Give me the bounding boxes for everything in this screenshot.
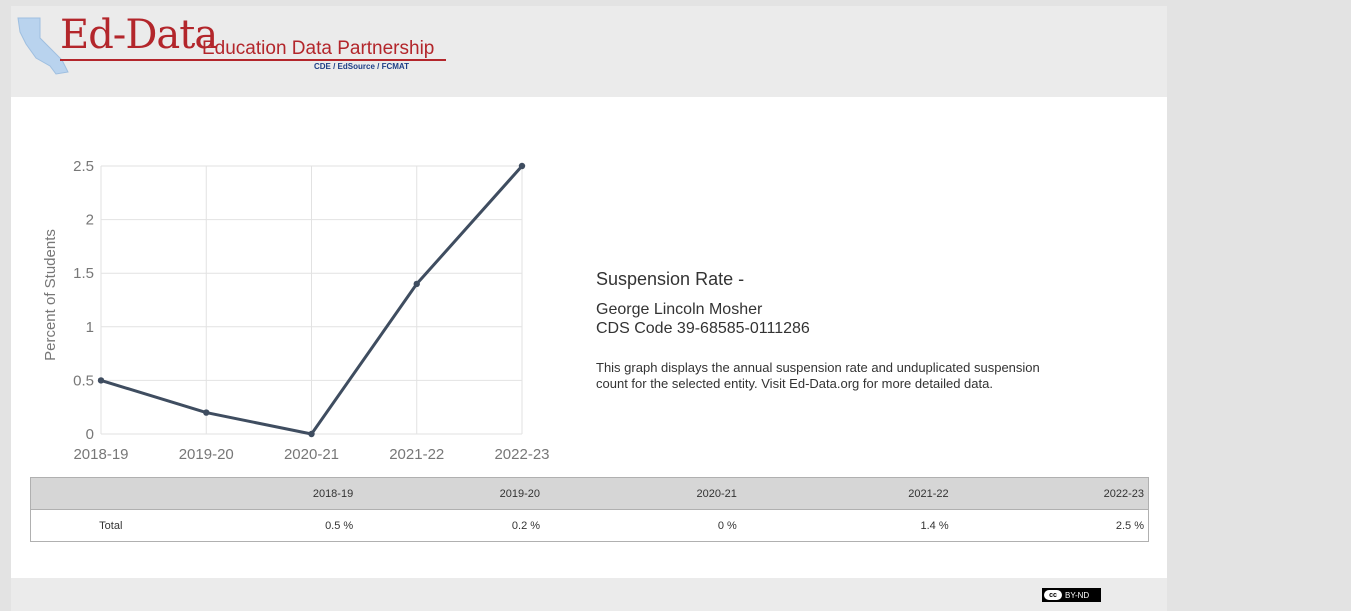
table-cell: 1.4 %	[740, 509, 953, 542]
suspension-rate-chart: 0 0.5 1 1.5 2 2.5 2018-19 2019-20 2020-21 2021-2…	[42, 158, 550, 463]
logo-underline	[60, 59, 446, 61]
y-tick-label: 0.5	[73, 372, 94, 389]
page-frame: Ed-Data Education Data Partnership CDE /…	[11, 6, 1167, 611]
y-axis-label: Percent of Students	[42, 229, 59, 361]
table-header-row: 2018-19 2019-20 2020-21 2021-22 2022-23	[30, 477, 1149, 510]
y-tick-label: 2	[86, 212, 94, 229]
y-tick-label: 1.5	[73, 265, 94, 282]
cds-code: CDS Code 39-68585-0111286	[596, 320, 810, 337]
info-panel: Suspension Rate - George Lincoln Mosher …	[596, 269, 1066, 392]
table-cell: 0 %	[544, 509, 741, 542]
license-label: BY-ND	[1065, 590, 1090, 600]
series-group	[97, 162, 526, 438]
logo-partnership: Education Data Partnership	[202, 38, 435, 59]
x-tick-label: 2020-21	[284, 446, 339, 463]
table-header-year: 2019-20	[357, 477, 545, 510]
logo-wordmark: Ed-Data	[60, 12, 218, 58]
footer	[11, 578, 1167, 611]
data-point	[413, 280, 420, 288]
creative-commons-badge[interactable]: cc BY-ND	[1042, 588, 1101, 602]
ed-data-logo[interactable]: Ed-Data Education Data Partnership CDE /…	[16, 12, 446, 76]
table-row: Total 0.5 % 0.2 % 0 % 1.4 % 2.5 %	[30, 509, 1149, 542]
row-label: Total	[30, 509, 131, 542]
x-tick-label: 2019-20	[179, 446, 234, 463]
data-table: 2018-19 2019-20 2020-21 2021-22 2022-23 …	[30, 477, 1149, 542]
data-point	[97, 377, 105, 384]
chart-title: Suspension Rate -	[596, 269, 745, 289]
y-tick-label: 1	[86, 319, 94, 336]
table-header-year: 2018-19	[130, 477, 358, 510]
y-tick-label: 0	[86, 426, 94, 443]
california-map-icon	[17, 17, 69, 75]
table-header-year: 2021-22	[740, 477, 953, 510]
header: Ed-Data Education Data Partnership CDE /…	[11, 6, 1167, 97]
data-point	[203, 409, 210, 416]
x-tick-label: 2022-23	[494, 446, 549, 463]
x-tick-label: 2021-22	[389, 446, 444, 463]
table-header-year: 2022-23	[952, 477, 1149, 510]
x-tick-label: 2018-19	[73, 446, 128, 463]
chart-description: This graph displays the annual suspensio…	[596, 360, 1040, 391]
y-tick-label: 2.5	[73, 158, 94, 175]
table-cell: 2.5 %	[952, 509, 1149, 542]
school-name: George Lincoln Mosher	[596, 301, 763, 318]
table-cell: 0.5 %	[130, 509, 358, 542]
cc-icon: cc	[1044, 590, 1062, 600]
chart-grid	[100, 165, 523, 435]
data-point	[518, 162, 526, 170]
table-header-blank	[30, 477, 131, 510]
table-header-year: 2020-21	[544, 477, 741, 510]
y-axis-ticks: 0 0.5 1 1.5 2 2.5	[73, 158, 94, 443]
table-cell: 0.2 %	[357, 509, 545, 542]
data-point	[308, 430, 315, 438]
x-axis-ticks: 2018-19 2019-20 2020-21 2021-22 2022-23	[73, 446, 549, 463]
logo-partners: CDE / EdSource / FCMAT	[314, 62, 409, 71]
